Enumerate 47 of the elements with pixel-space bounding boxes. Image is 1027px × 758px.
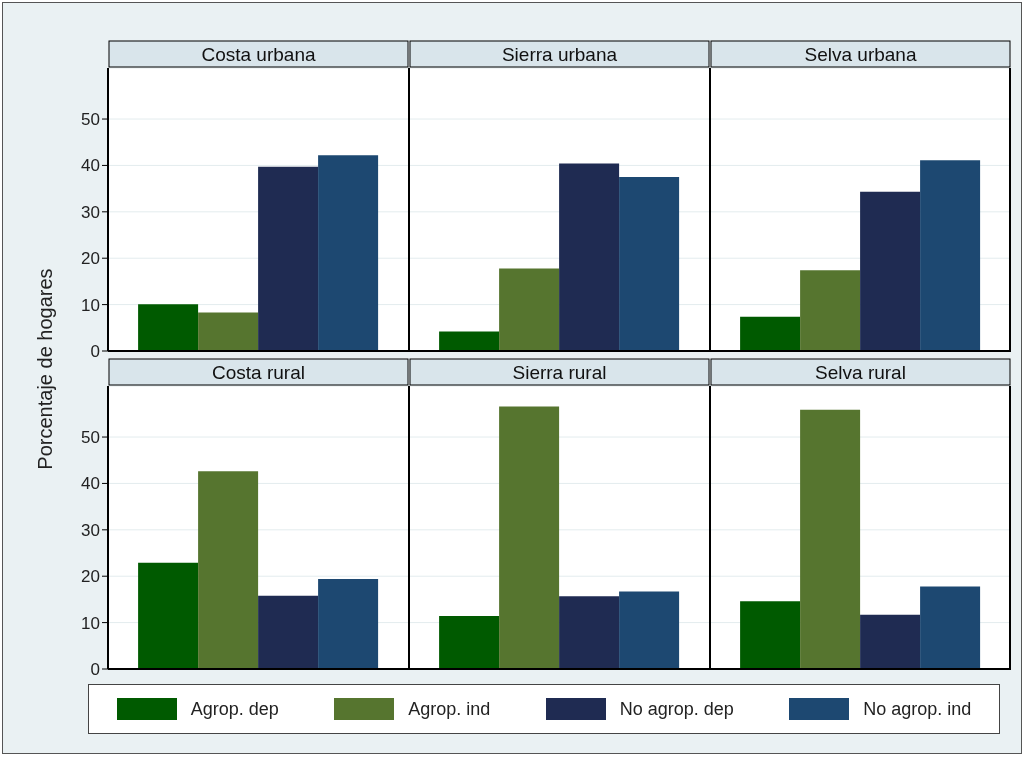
bar bbox=[258, 166, 319, 351]
x-tick-label: Selva urbana bbox=[804, 44, 917, 65]
bar bbox=[559, 596, 620, 669]
y-tick-label: 20 bbox=[81, 249, 100, 269]
x-tick-label: Sierra urbana bbox=[501, 44, 618, 65]
bar bbox=[439, 331, 500, 351]
y-tick-label: 30 bbox=[81, 520, 100, 540]
bar bbox=[318, 579, 379, 669]
x-tick-label: Sierra rural bbox=[512, 362, 607, 383]
bar bbox=[198, 312, 259, 351]
y-tick-label: 20 bbox=[81, 567, 100, 587]
bar bbox=[198, 471, 259, 669]
y-tick-label: 0 bbox=[90, 342, 100, 362]
bar bbox=[920, 586, 981, 669]
bar bbox=[258, 595, 319, 669]
bar bbox=[860, 191, 921, 351]
bar bbox=[499, 268, 560, 351]
bar bbox=[439, 616, 500, 669]
bar bbox=[499, 406, 560, 669]
y-tick-label: 30 bbox=[81, 202, 100, 222]
y-axis-title: Porcentaje de hogares bbox=[33, 268, 57, 470]
y-tick-label: 10 bbox=[81, 295, 100, 315]
bar bbox=[619, 177, 680, 351]
x-tick-label: Costa rural bbox=[212, 362, 305, 383]
bar bbox=[138, 304, 199, 351]
bar bbox=[920, 160, 981, 351]
bar bbox=[559, 163, 620, 351]
bar bbox=[800, 409, 861, 669]
x-tick-label: Selva rural bbox=[815, 362, 906, 383]
y-tick-label: 40 bbox=[81, 156, 100, 176]
y-tick-label: 0 bbox=[90, 660, 100, 680]
bar bbox=[800, 270, 861, 351]
legend-label: Agrop. ind bbox=[408, 698, 491, 720]
bar bbox=[740, 316, 801, 351]
y-tick-label: 50 bbox=[81, 110, 100, 130]
legend-label: No agrop. ind bbox=[863, 698, 972, 720]
y-tick-label: 40 bbox=[81, 474, 100, 494]
bar bbox=[619, 591, 680, 669]
legend-label: Agrop. dep bbox=[190, 698, 279, 720]
y-tick-label: 10 bbox=[81, 613, 100, 633]
legend-label: No agrop. dep bbox=[619, 698, 734, 720]
bar bbox=[860, 614, 921, 669]
bar bbox=[318, 155, 379, 351]
y-tick-label: 50 bbox=[81, 428, 100, 448]
bar bbox=[740, 601, 801, 669]
bar bbox=[138, 562, 199, 669]
x-tick-label: Costa urbana bbox=[201, 44, 316, 65]
